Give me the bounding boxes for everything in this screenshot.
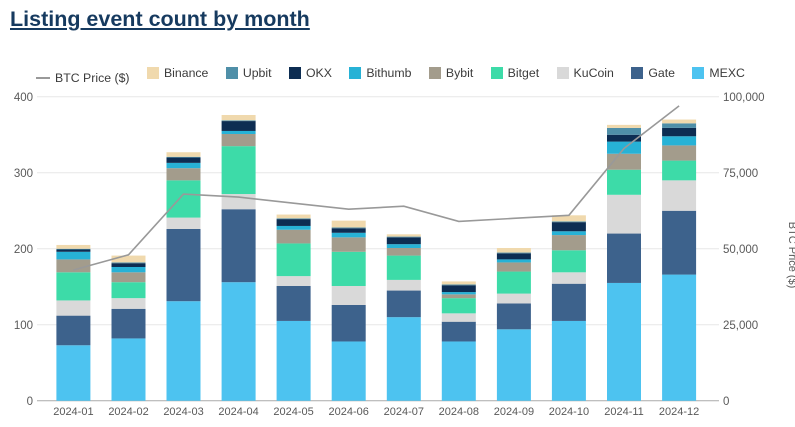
svg-text:2024-04: 2024-04 [218, 406, 258, 418]
svg-text:25,000: 25,000 [723, 320, 758, 332]
svg-text:2024-07: 2024-07 [384, 406, 424, 418]
svg-text:400: 400 [14, 92, 33, 104]
svg-text:2024-12: 2024-12 [659, 406, 699, 418]
svg-text:2024-05: 2024-05 [273, 406, 313, 418]
svg-text:200: 200 [14, 244, 33, 256]
svg-text:2024-08: 2024-08 [439, 406, 479, 418]
svg-text:BTC Price ($): BTC Price ($) [786, 222, 795, 289]
svg-text:100: 100 [14, 320, 33, 332]
svg-text:2024-01: 2024-01 [53, 406, 93, 418]
svg-text:75,000: 75,000 [723, 168, 758, 180]
svg-text:2024-06: 2024-06 [329, 406, 369, 418]
svg-text:100,000: 100,000 [723, 92, 765, 104]
svg-text:2024-09: 2024-09 [494, 406, 534, 418]
svg-text:2024-02: 2024-02 [108, 406, 148, 418]
svg-text:300: 300 [14, 168, 33, 180]
svg-text:2024-10: 2024-10 [549, 406, 589, 418]
svg-text:0: 0 [723, 396, 729, 408]
svg-text:2024-03: 2024-03 [163, 406, 203, 418]
svg-text:2024-11: 2024-11 [604, 406, 644, 418]
svg-text:50,000: 50,000 [723, 244, 758, 256]
svg-text:0: 0 [27, 396, 33, 408]
